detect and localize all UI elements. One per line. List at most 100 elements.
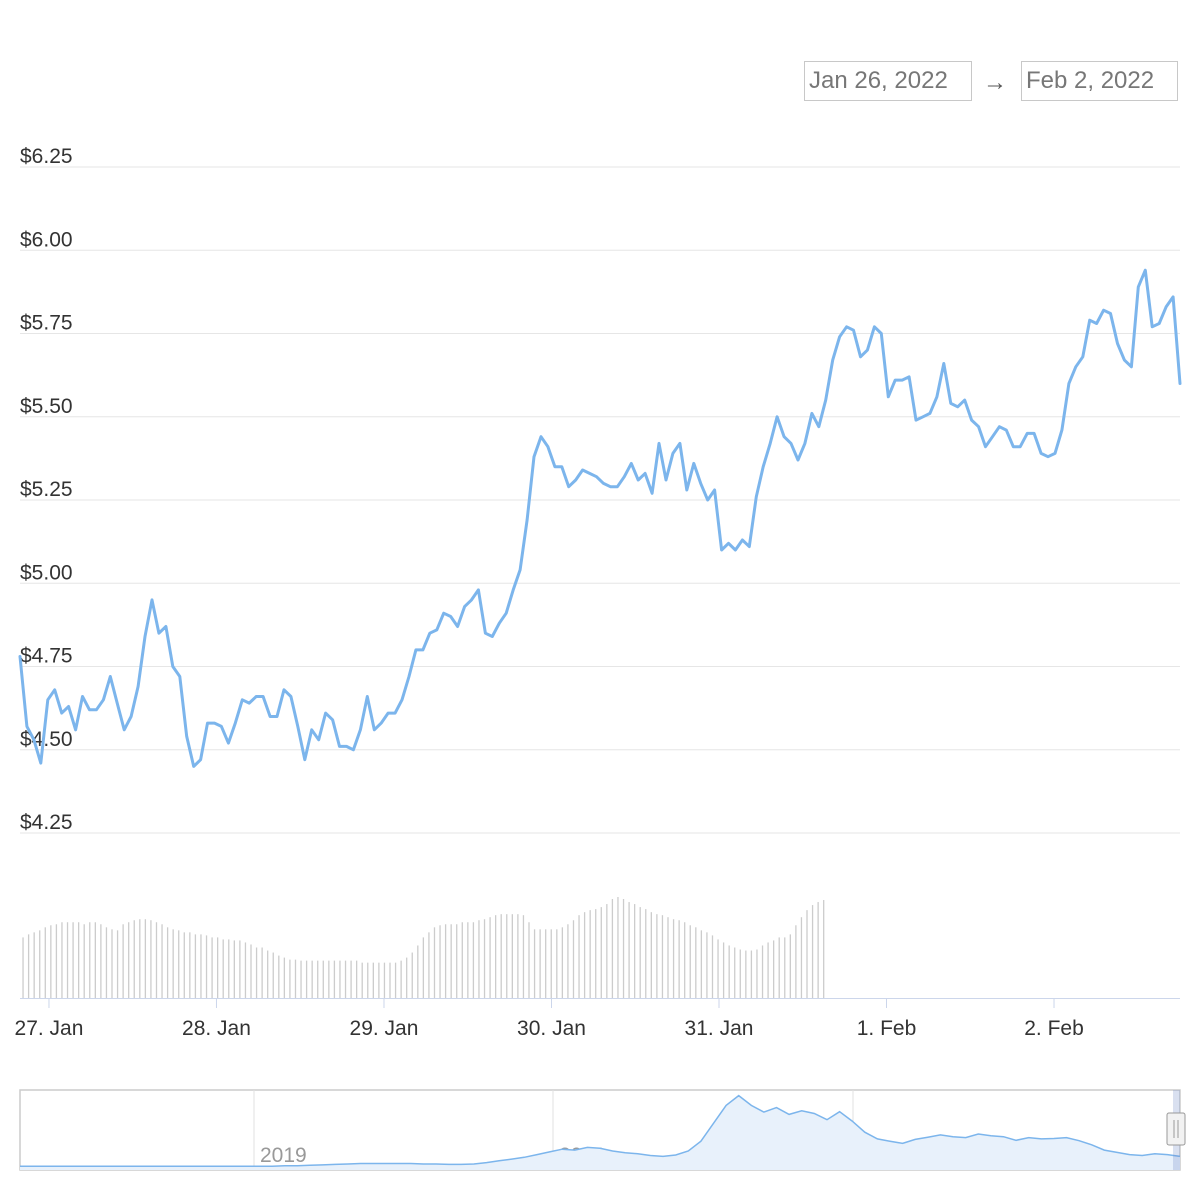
volume-bars bbox=[22, 897, 825, 998]
volume-bar bbox=[389, 962, 391, 998]
volume-bar bbox=[278, 955, 280, 998]
volume-bar bbox=[44, 927, 46, 998]
volume-bar bbox=[667, 917, 669, 998]
volume-bar bbox=[533, 929, 536, 998]
volume-bar bbox=[800, 917, 803, 998]
volume-bar bbox=[600, 907, 602, 998]
volume-bar bbox=[578, 915, 580, 998]
y-axis-labels: $6.25 $6.00 $5.75 $5.50 $5.25 $5.00 $4.75 $4.50… bbox=[20, 145, 73, 834]
volume-bar bbox=[511, 914, 513, 998]
y-tick-label: $6.00 bbox=[20, 228, 73, 251]
volume-bar bbox=[444, 924, 447, 998]
volume-bar bbox=[645, 909, 647, 998]
volume-bar bbox=[500, 914, 502, 998]
volume-bar bbox=[244, 942, 247, 998]
volume-bar bbox=[27, 934, 30, 998]
price-line bbox=[18, 268, 1182, 768]
volume-bar bbox=[394, 962, 397, 998]
volume-bar bbox=[734, 947, 736, 998]
volume-bar bbox=[250, 944, 252, 998]
volume-bar bbox=[89, 922, 91, 998]
volume-bar bbox=[606, 904, 608, 998]
price-series bbox=[18, 268, 1182, 768]
range-to-input[interactable]: Feb 2, 2022 bbox=[1021, 61, 1178, 101]
volume-bar bbox=[823, 900, 825, 998]
volume-bar bbox=[328, 960, 330, 998]
volume-bar bbox=[22, 937, 24, 998]
x-tick-label: 30. Jan bbox=[517, 1017, 586, 1040]
volume-bar bbox=[383, 962, 386, 998]
y-tick-label: $4.75 bbox=[20, 645, 73, 668]
volume-bar bbox=[139, 919, 141, 998]
volume-bar bbox=[189, 932, 191, 998]
volume-bar bbox=[572, 920, 575, 998]
volume-bar bbox=[478, 920, 480, 998]
volume-bar bbox=[322, 960, 324, 998]
volume-bar bbox=[767, 942, 769, 998]
y-tick-label: $5.25 bbox=[20, 478, 73, 501]
volume-bar bbox=[144, 919, 147, 998]
volume-bar bbox=[483, 919, 486, 998]
volume-bar bbox=[789, 934, 791, 998]
volume-bar bbox=[172, 929, 174, 998]
volume-bar bbox=[105, 927, 108, 998]
navigator-handle[interactable] bbox=[1166, 1112, 1186, 1146]
volume-bar bbox=[228, 939, 230, 998]
volume-bar bbox=[161, 924, 163, 998]
volume-bar bbox=[717, 939, 719, 998]
volume-bar bbox=[684, 922, 686, 998]
volume-bar bbox=[467, 922, 469, 998]
volume-bar bbox=[461, 922, 463, 998]
volume-bar bbox=[784, 937, 786, 998]
volume-bar bbox=[283, 957, 286, 998]
volume-bar bbox=[111, 929, 113, 998]
x-tick-label: 2. Feb bbox=[1024, 1017, 1084, 1040]
volume-bar bbox=[472, 922, 475, 998]
volume-bar bbox=[739, 949, 741, 998]
range-arrow-icon: → bbox=[983, 69, 1007, 96]
volume-bar bbox=[517, 914, 519, 998]
volume-bar bbox=[317, 960, 319, 998]
volume-bar bbox=[61, 922, 63, 998]
volume-bar bbox=[567, 924, 569, 998]
volume-bar bbox=[811, 905, 814, 998]
volume-bar bbox=[761, 945, 764, 998]
volume-bar bbox=[205, 935, 208, 998]
navigator-year-label: 2019 bbox=[260, 1144, 307, 1167]
x-tick-label: 29. Jan bbox=[350, 1017, 419, 1040]
navigator-line bbox=[20, 1094, 1181, 1167]
volume-bar bbox=[406, 957, 408, 998]
volume-bar bbox=[222, 939, 224, 998]
volume-bar bbox=[806, 910, 808, 998]
volume-bar bbox=[178, 930, 180, 998]
volume-bar bbox=[622, 899, 625, 998]
volume-bar bbox=[305, 960, 308, 998]
volume-bar bbox=[417, 945, 419, 998]
navigator[interactable]: 201920202021 bbox=[19, 1089, 1186, 1171]
y-tick-label: $4.50 bbox=[20, 728, 73, 751]
volume-bar bbox=[817, 902, 819, 998]
volume-bar bbox=[233, 940, 235, 998]
volume-bar bbox=[217, 937, 219, 998]
volume-bar bbox=[116, 930, 119, 998]
volume-bar bbox=[367, 962, 369, 998]
volume-bar bbox=[239, 940, 241, 998]
volume-bar bbox=[411, 952, 413, 998]
volume-bar bbox=[289, 959, 291, 998]
volume-bar bbox=[356, 960, 358, 998]
volume-bar bbox=[545, 929, 547, 998]
volume-bar bbox=[706, 932, 708, 998]
volume-bar bbox=[72, 922, 74, 998]
volume-bar bbox=[128, 922, 130, 998]
volume-bar bbox=[55, 924, 58, 998]
x-tick-label: 27. Jan bbox=[15, 1017, 84, 1040]
navigator-area bbox=[20, 1095, 1180, 1170]
volume-bar bbox=[678, 920, 680, 998]
volume-bar bbox=[428, 932, 430, 998]
volume-bar bbox=[372, 962, 374, 998]
volume-bar bbox=[100, 924, 102, 998]
range-from-input[interactable]: Jan 26, 2022 bbox=[804, 61, 972, 101]
volume-bar bbox=[200, 934, 202, 998]
volume-bar bbox=[439, 925, 441, 998]
